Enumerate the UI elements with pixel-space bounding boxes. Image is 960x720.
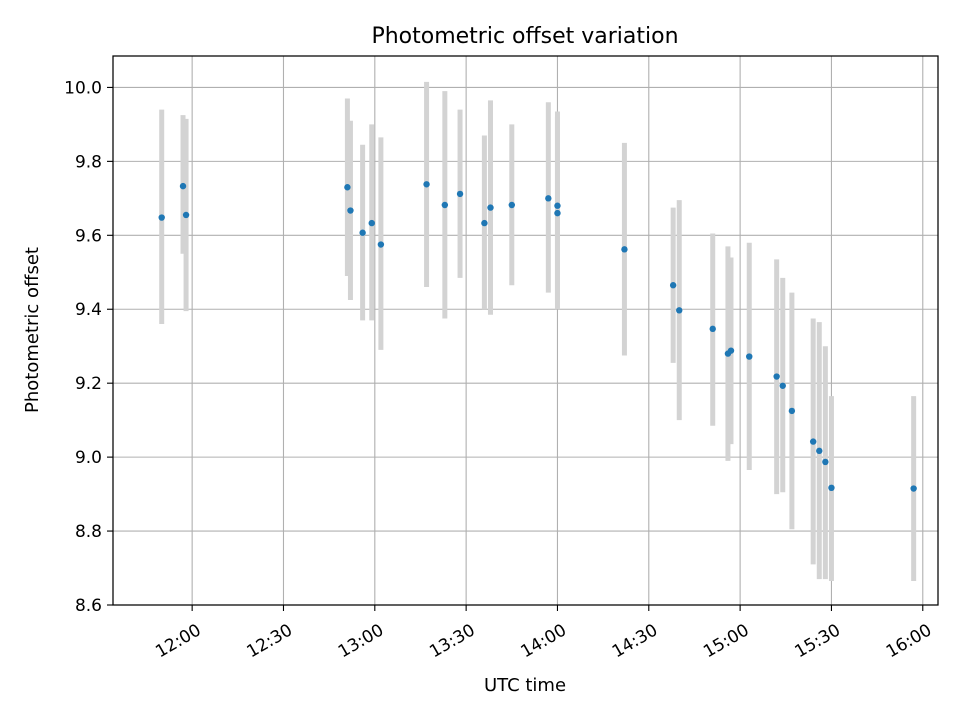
- data-point: [676, 307, 683, 314]
- y-tick-label: 9.8: [75, 152, 102, 172]
- data-point: [456, 190, 464, 198]
- data-point: [441, 201, 449, 209]
- data-point: [809, 438, 817, 445]
- data-point: [359, 229, 366, 236]
- data-point: [822, 458, 829, 466]
- data-point: [554, 202, 561, 209]
- data-point: [344, 184, 351, 191]
- y-axis-label: Photometric offset: [22, 247, 43, 413]
- data-point: [828, 484, 835, 492]
- y-tick-label: 9.0: [75, 448, 102, 468]
- data-point: [779, 382, 786, 389]
- data-point: [377, 241, 385, 248]
- data-point: [621, 246, 628, 253]
- data-point: [773, 373, 780, 380]
- y-tick-label: 9.2: [75, 374, 102, 394]
- data-point: [368, 219, 375, 227]
- x-axis-label: UTC time: [484, 675, 566, 696]
- data-point: [481, 219, 488, 227]
- data-point: [545, 195, 552, 202]
- data-point: [423, 181, 430, 188]
- data-point: [158, 214, 165, 221]
- data-point: [816, 447, 823, 455]
- data-point: [669, 282, 677, 289]
- data-point: [709, 325, 716, 333]
- data-point: [746, 353, 753, 360]
- data-point: [182, 211, 190, 219]
- data-point: [347, 207, 354, 214]
- data-point: [179, 182, 187, 190]
- y-axis: 8.6 8.8 9.0 9.2 9.4 9.6 9.8 10.0: [64, 78, 113, 616]
- y-tick-label: 8.6: [75, 596, 102, 616]
- plot-frame: [112, 55, 939, 606]
- grid: [113, 56, 938, 606]
- y-tick-label: 9.6: [75, 226, 102, 246]
- y-tick-label: 8.8: [75, 522, 102, 542]
- chart-title: Photometric offset variation: [371, 24, 678, 49]
- data-point: [554, 209, 561, 217]
- y-tick-label: 9.4: [75, 300, 102, 320]
- data-points: [158, 181, 917, 492]
- data-point: [788, 407, 796, 415]
- data-point: [910, 485, 917, 492]
- data-point: [508, 201, 516, 209]
- data-point: [727, 347, 735, 354]
- data-point: [487, 204, 494, 211]
- y-tick-label: 10.0: [64, 78, 102, 98]
